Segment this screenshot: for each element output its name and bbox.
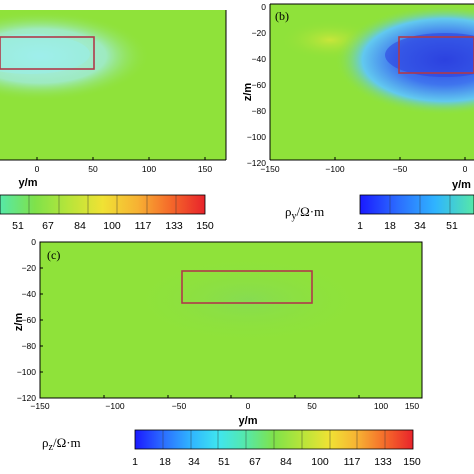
panel-a-x-tick-3: 150 [198, 164, 212, 174]
colorbar-c-tick-6: 100 [311, 456, 329, 468]
panel-c-x-label: y/m [239, 415, 258, 427]
panel-c-y-tick-4: −80 [22, 341, 37, 351]
panel-b-y-tick-4: −80 [252, 106, 267, 116]
panel-c-y-tick-0: 0 [31, 237, 36, 247]
colorbar-b-bar [360, 195, 474, 214]
panel-c-y-label: z/m [13, 313, 25, 332]
panel-b-target-rect [398, 36, 474, 74]
colorbar-b-tick-0: 1 [357, 220, 363, 232]
panel-b-x-tick-3: 0 [463, 164, 468, 174]
panel-b-x-tick-1: −100 [325, 164, 344, 174]
panel-b-y-label: z/m [242, 83, 254, 102]
colorbar-c-tick-7: 117 [344, 456, 361, 468]
panel-c-y-tick-1: −20 [22, 263, 37, 273]
panel-c-anomaly [128, 255, 368, 345]
colorbar-b: ρy/Ω·m 1 18 34 51 [285, 194, 474, 232]
colorbar-c-tick-5: 84 [280, 456, 292, 468]
colorbar-c: ρz/Ω·m 1 18 34 51 67 84 100 117 133 150 [42, 429, 421, 468]
colorbar-a-bar [0, 195, 205, 214]
panel-b-x-tick-0: −150 [260, 164, 279, 174]
panel-c-x-ticks: −150 −100 −50 0 50 100 150 [30, 395, 423, 411]
panel-a-x-tick-2: 100 [142, 164, 156, 174]
panel-c-x-tick-4: 50 [307, 401, 317, 411]
colorbar-a-tick-5: 133 [165, 220, 183, 232]
panel-a-target-rect [0, 36, 95, 70]
panel-a-x-tick-0: 0 [35, 164, 40, 174]
panel-c-y-tick-2: −40 [22, 289, 37, 299]
panel-a-anomaly-core [0, 34, 90, 74]
colorbar-a-tick-6: 150 [196, 220, 214, 232]
panel-b-x-ticks: −150 −100 −50 0 [260, 157, 468, 174]
panel-a-x-tick-1: 50 [88, 164, 98, 174]
colorbar-c-tick-4: 67 [249, 456, 261, 468]
panel-b-y-tick-1: −20 [252, 28, 267, 38]
panel-c-y-tick-6: −120 [17, 393, 36, 403]
panel-c-y-tick-5: −100 [17, 367, 36, 377]
panel-b-y-tick-3: −60 [252, 80, 267, 90]
colorbar-c-tick-9: 150 [403, 456, 421, 468]
panel-c-x-tick-3: 0 [246, 401, 251, 411]
colorbar-b-tick-3: 51 [446, 220, 458, 232]
colorbar-a-tick-3: 100 [103, 220, 121, 232]
colorbar-c-label: ρz/Ω·m [42, 435, 81, 453]
colorbar-c-tick-1: 18 [159, 456, 171, 468]
colorbar-a-tick-1: 67 [42, 220, 54, 232]
panel-b-y-ticks: 0 −20 −40 −60 −80 −100 −120 [247, 2, 266, 168]
colorbar-a-tick-4: 117 [135, 220, 152, 232]
colorbar-a-tick-0: 51 [12, 220, 24, 232]
colorbar-c-tick-3: 51 [218, 456, 230, 468]
colorbar-b-tick-1: 18 [384, 220, 396, 232]
panel-a-x-label: y/m [19, 177, 38, 189]
panel-c-label: (c) [47, 248, 60, 262]
colorbar-b-label: ρy/Ω·m [285, 204, 324, 222]
panel-b-y-tick-5: −100 [247, 132, 266, 142]
panel-c-y-tick-3: −60 [22, 315, 37, 325]
panel-b-y-tick-2: −40 [252, 54, 267, 64]
panel-b-label: (b) [275, 9, 289, 23]
panel-c-x-tick-1: −100 [105, 401, 124, 411]
colorbar-c-tick-8: 133 [374, 456, 392, 468]
panel-b-y-tick-0: 0 [261, 2, 266, 12]
panel-c-y-ticks: 0 −20 −40 −60 −80 −100 −120 [17, 237, 43, 403]
colorbar-c-tick-2: 34 [188, 456, 200, 468]
panel-b-x-label: y/m [452, 179, 471, 191]
colorbar-b-tick-2: 34 [414, 220, 426, 232]
panel-c-x-tick-0: −150 [30, 401, 49, 411]
panel-c-x-tick-2: −50 [172, 401, 187, 411]
panel-b-anomaly-core [385, 33, 474, 77]
panel-b-y-tick-6: −120 [247, 158, 266, 168]
panel-a-x-ticks: 0 50 100 150 [35, 157, 212, 174]
panel-a: 0 50 100 150 y/m [0, 10, 227, 189]
panel-b: (b) 0 −20 −40 −60 −80 −100 −120 z/m −150… [242, 2, 474, 191]
panel-b-x-tick-2: −50 [393, 164, 408, 174]
panel-c-x-tick-6: 150 [405, 401, 419, 411]
colorbar-c-tick-0: 1 [132, 456, 138, 468]
colorbar-a-tick-2: 84 [74, 220, 86, 232]
panel-c: (c) 0 −20 −40 −60 −80 −100 −120 z/m −150… [13, 237, 423, 427]
colorbar-a: 51 67 84 100 117 133 150 [0, 194, 214, 232]
panel-c-x-tick-5: 100 [374, 401, 388, 411]
panel-c-target-rect [181, 270, 313, 304]
